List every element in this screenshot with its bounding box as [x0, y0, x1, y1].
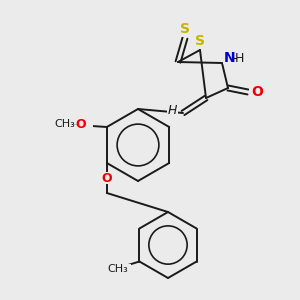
Text: CH₃: CH₃	[107, 265, 128, 275]
FancyBboxPatch shape	[167, 106, 178, 116]
FancyBboxPatch shape	[249, 86, 261, 98]
Text: methoxy: methoxy	[72, 123, 78, 124]
FancyBboxPatch shape	[179, 25, 191, 37]
FancyBboxPatch shape	[57, 118, 93, 130]
Text: H: H	[167, 104, 177, 118]
Text: CH₃: CH₃	[54, 119, 75, 129]
Text: O: O	[251, 85, 263, 99]
Text: H: H	[234, 52, 244, 64]
Text: O: O	[76, 118, 86, 130]
FancyBboxPatch shape	[223, 52, 243, 64]
FancyBboxPatch shape	[103, 264, 131, 275]
FancyBboxPatch shape	[194, 37, 206, 47]
Text: S: S	[180, 22, 190, 36]
Text: N: N	[224, 51, 236, 65]
Text: O: O	[101, 172, 112, 184]
FancyBboxPatch shape	[101, 172, 113, 184]
Text: S: S	[195, 34, 205, 48]
